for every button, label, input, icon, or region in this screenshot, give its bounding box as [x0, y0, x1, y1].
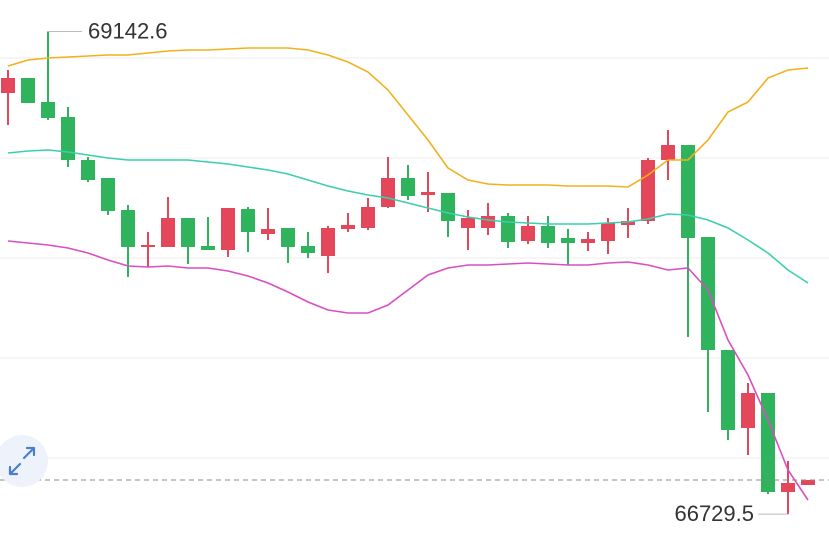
- expand-button[interactable]: [0, 435, 48, 487]
- candle-body: [481, 216, 495, 228]
- candle-body: [441, 193, 455, 221]
- candle-body: [281, 228, 295, 247]
- candle-body: [21, 78, 35, 103]
- candle-body: [341, 225, 355, 229]
- candle-body: [741, 393, 755, 428]
- candle-body: [41, 102, 55, 118]
- candle-body: [561, 238, 575, 243]
- band-line: [7, 149, 809, 284]
- band-line: [7, 47, 809, 188]
- candle-body: [761, 393, 775, 492]
- candle-body: [161, 218, 175, 247]
- candle-body: [141, 245, 155, 247]
- candle-body: [401, 178, 415, 196]
- candle-body: [81, 160, 95, 180]
- candle-body: [361, 207, 375, 228]
- candle-body: [241, 209, 255, 232]
- candle-body: [521, 226, 535, 241]
- candle-body: [721, 350, 735, 430]
- candle-body: [601, 223, 615, 241]
- expand-button-bg[interactable]: [0, 435, 48, 487]
- candle-body: [301, 246, 315, 253]
- expand-icon[interactable]: [8, 446, 36, 476]
- band-line: [7, 240, 809, 501]
- candle-body: [661, 145, 675, 160]
- candle-body: [781, 483, 795, 492]
- max-label: 69142.6: [88, 18, 168, 43]
- candle-body: [701, 237, 715, 350]
- candle-body: [801, 480, 815, 485]
- candle-body: [581, 239, 595, 243]
- candle-body: [121, 210, 135, 247]
- candle-body: [381, 178, 395, 207]
- candle-body: [501, 216, 515, 242]
- candle-body: [181, 218, 195, 247]
- min-label: 66729.5: [674, 501, 754, 526]
- candle-body: [541, 226, 555, 243]
- candle-body: [261, 229, 275, 234]
- candle-body: [641, 160, 655, 221]
- candle-body: [621, 221, 635, 225]
- candle-body: [321, 228, 335, 256]
- candle-body: [1, 78, 15, 93]
- candle-body: [221, 208, 235, 250]
- candle-body: [201, 246, 215, 250]
- candle-body: [461, 218, 475, 228]
- candle-body: [101, 178, 115, 211]
- candle-body: [61, 117, 75, 160]
- candle-body: [421, 192, 435, 195]
